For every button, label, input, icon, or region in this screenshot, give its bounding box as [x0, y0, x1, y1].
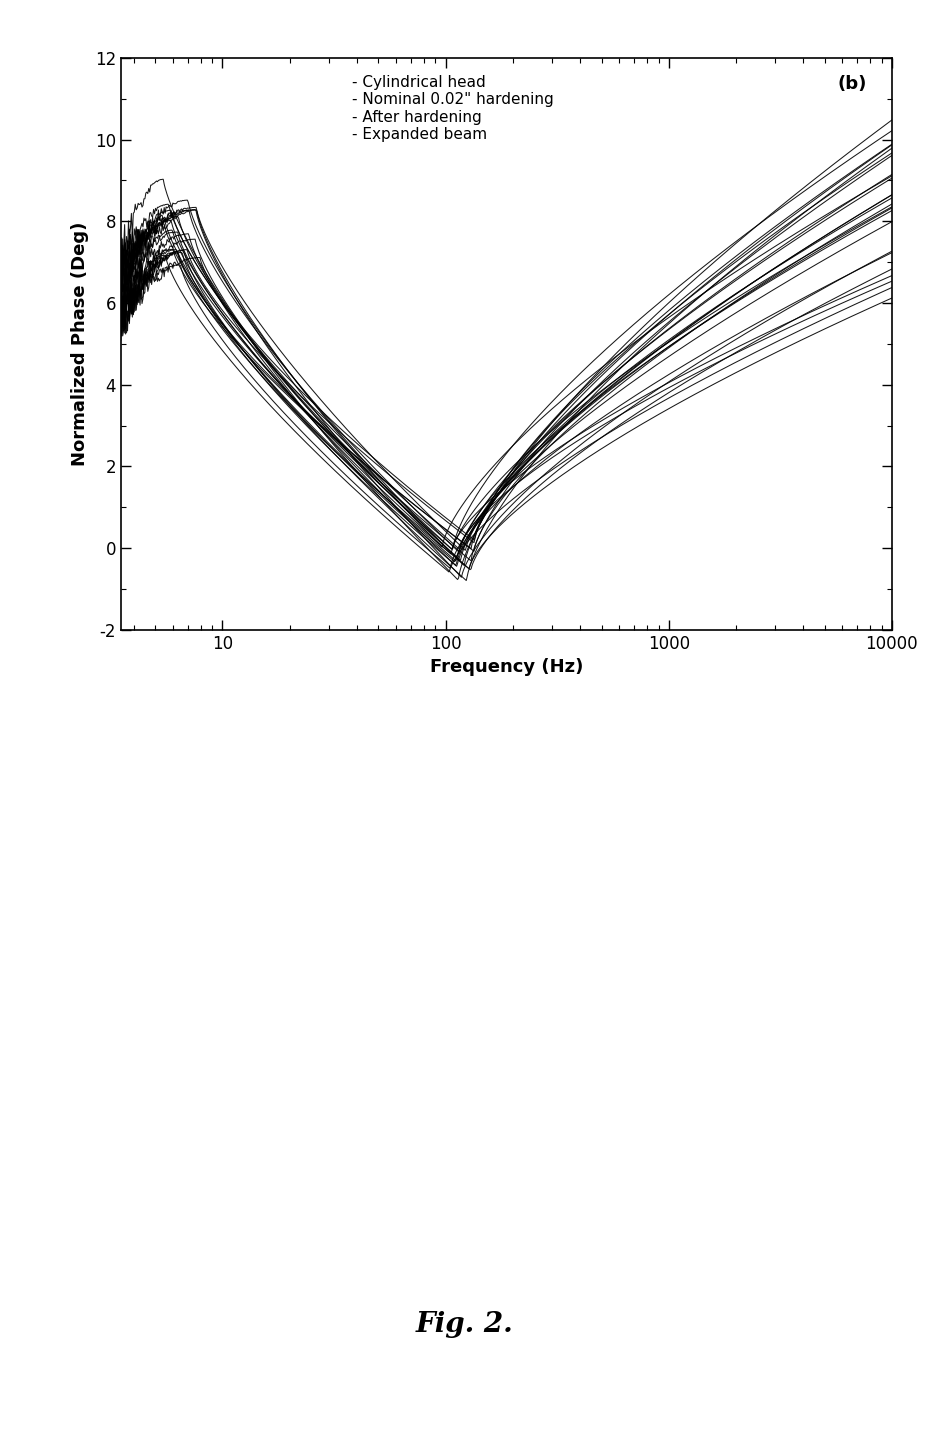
Y-axis label: Normalized Phase (Deg): Normalized Phase (Deg) [71, 222, 89, 466]
X-axis label: Frequency (Hz): Frequency (Hz) [429, 659, 583, 676]
Text: (b): (b) [837, 75, 867, 93]
Text: - Cylindrical head
- Nominal 0.02" hardening
- After hardening
- Expanded beam: - Cylindrical head - Nominal 0.02" harde… [352, 75, 553, 142]
Text: Fig. 2.: Fig. 2. [415, 1312, 513, 1338]
